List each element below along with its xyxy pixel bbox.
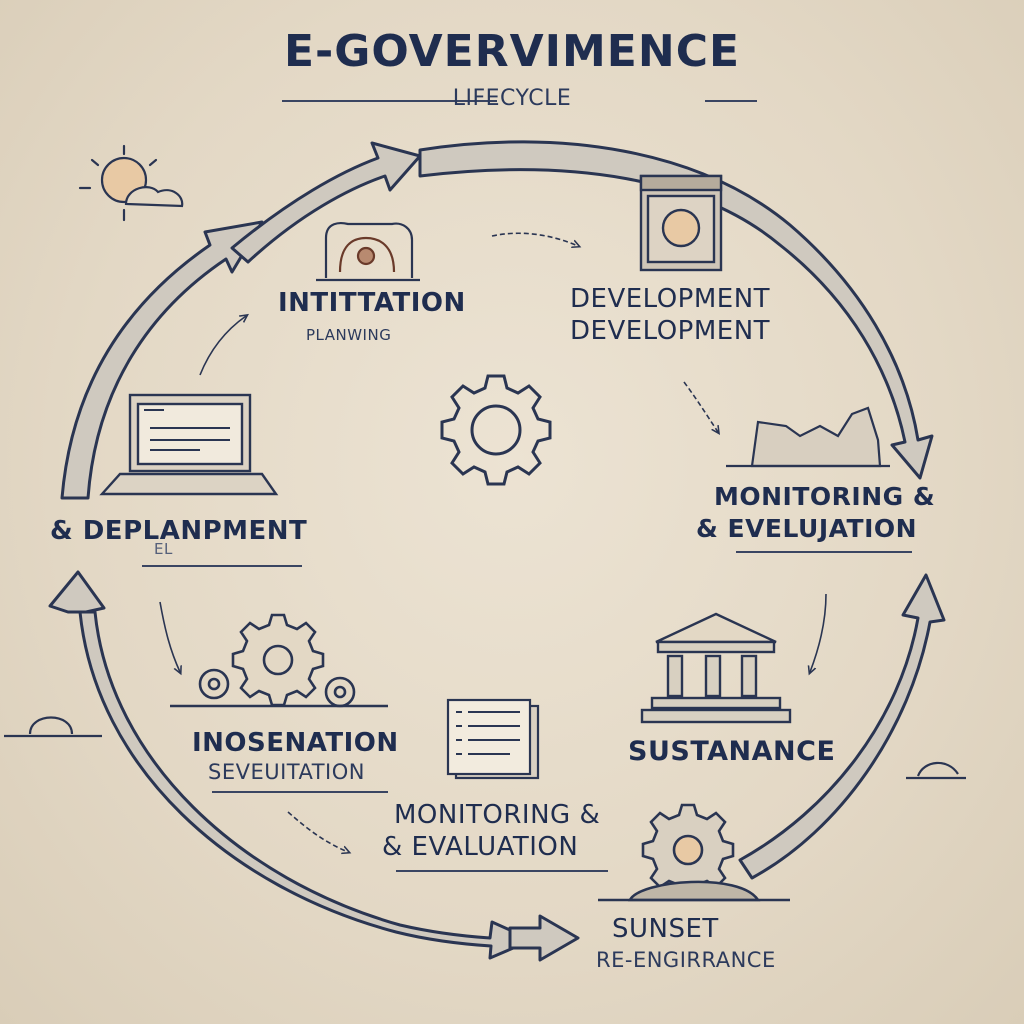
cycle-arrow-right bbox=[738, 573, 946, 880]
diagram-title: E-GOVERVIMENCE bbox=[283, 26, 741, 77]
hill-right-icon bbox=[906, 761, 966, 780]
connector-arrow-1 bbox=[491, 232, 578, 246]
stage-title-monitoring-1: MONITORING & bbox=[714, 482, 936, 511]
sunset-gear-icon bbox=[598, 803, 790, 902]
hill-icon bbox=[4, 716, 102, 738]
stage-subtitle-inosenation: SEVEUITATION bbox=[208, 760, 365, 784]
gear-icon bbox=[440, 374, 552, 486]
cycle-arrow-left bbox=[48, 570, 106, 614]
stage-title-monitoring-2: MONITORING & bbox=[394, 800, 601, 830]
laptop-icon bbox=[99, 393, 279, 496]
stage-title-sunset: SUNSET bbox=[612, 914, 719, 944]
government-building-icon bbox=[640, 612, 792, 724]
diagram-subtitle: LIFECYCLE bbox=[452, 86, 572, 111]
connector-arrow-6 bbox=[287, 811, 348, 852]
stage-subtitle-development: DEVELOPMENT bbox=[570, 316, 771, 346]
stage-subtitle-initiation: PLANWING bbox=[306, 326, 392, 344]
checklist-icon bbox=[446, 698, 540, 780]
cycle-arrow-bottom-end bbox=[508, 914, 580, 962]
stage-subtitle-sunset: RE-ENGIRRANCE bbox=[596, 948, 776, 972]
connector-arrow-5 bbox=[810, 593, 827, 672]
stage-subtitle-monitoring-1: & EVELUJATION bbox=[696, 514, 918, 543]
stage-title-deployment: & DEPLANPMENT bbox=[50, 516, 308, 546]
connector-arrows bbox=[159, 232, 827, 852]
sun-cloud-icon bbox=[78, 144, 184, 222]
stage-title-initiation: INTITTATION bbox=[278, 288, 466, 318]
stage-title-sustanance: SUSTANANCE bbox=[628, 736, 836, 767]
mountain-chart-icon bbox=[726, 406, 890, 468]
cycle-arrows bbox=[48, 140, 946, 962]
stage-title-development: DEVELOPMENT bbox=[570, 284, 771, 314]
connector-arrow-4 bbox=[159, 601, 180, 672]
document-box-icon bbox=[639, 174, 723, 272]
gears-icon bbox=[170, 613, 388, 708]
stage-title-inosenation: INOSENATION bbox=[192, 728, 399, 758]
connector-arrow-2 bbox=[199, 316, 246, 376]
connector-arrow-3 bbox=[683, 381, 718, 432]
stage-subtitle-monitoring-2: & EVALUATION bbox=[382, 832, 579, 862]
archway-icon bbox=[316, 221, 420, 282]
stage-subtitle-deployment: EL bbox=[154, 540, 173, 558]
